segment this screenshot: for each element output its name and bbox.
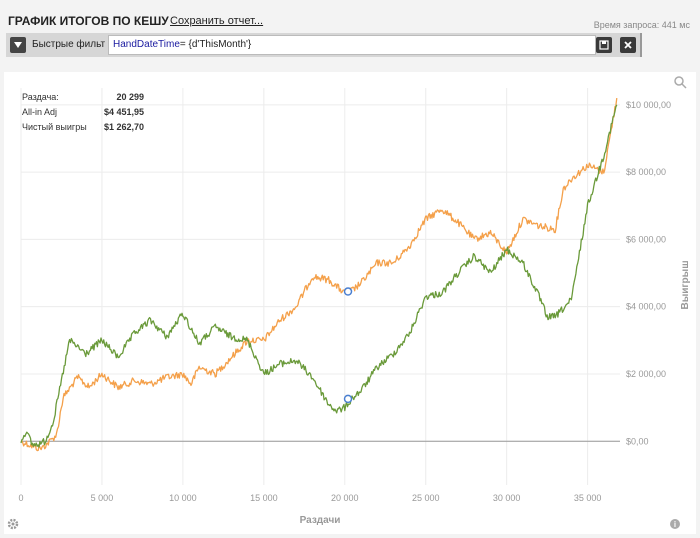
zoom-icon[interactable] <box>674 76 687 89</box>
y-tick-label: $2 000,00 <box>626 369 666 379</box>
y-tick-label: $0,00 <box>626 436 649 446</box>
x-tick-label: 10 000 <box>169 493 197 503</box>
summary-row: Раздача: 20 299 <box>22 92 144 102</box>
header: ГРАФИК ИТОГОВ ПО КЕШУ Сохранить отчет...… <box>0 0 700 32</box>
close-icon <box>624 41 632 49</box>
x-tick-label: 15 000 <box>250 493 278 503</box>
x-tick-label: 35 000 <box>574 493 602 503</box>
y-tick-label: $8 000,00 <box>626 167 666 177</box>
marker-layer <box>343 287 353 404</box>
filter-value: {d'ThisMonth'} <box>188 39 252 50</box>
filter-expression-input[interactable]: HandDateTime= {d'ThisMonth'} <box>108 35 596 55</box>
quick-filter-bar: Быстрые фильт HandDateTime= {d'ThisMonth… <box>6 33 642 57</box>
summary-box: Раздача: 20 299 All-in Adj $4 451,95 Чисты… <box>22 90 144 135</box>
x-tick-label: 30 000 <box>493 493 521 503</box>
save-report-link[interactable]: Сохранить отчет... <box>170 15 264 27</box>
x-tick-label: 5 000 <box>91 493 114 503</box>
request-time: Время запроса: 441 мс <box>593 20 690 30</box>
x-tick-label: 20 000 <box>331 493 359 503</box>
filter-operator: = <box>179 39 189 50</box>
clear-filter-button[interactable] <box>620 37 636 53</box>
x-tick-label: 0 <box>18 493 23 503</box>
series-layer <box>20 98 618 452</box>
chart-grid <box>20 88 620 485</box>
hover-marker <box>343 394 353 404</box>
summary-row: All-in Adj $4 451,95 <box>22 107 144 117</box>
gear-icon[interactable] <box>7 518 19 530</box>
x-axis-label: Раздачи <box>300 515 341 526</box>
chart-panel <box>4 72 696 534</box>
summary-row: Чистый выигры $1 262,70 <box>22 122 144 132</box>
y-axis-label: Выигрыш <box>680 260 691 309</box>
y-tick-label: $6 000,00 <box>626 234 666 244</box>
svg-text:i: i <box>674 520 676 529</box>
floppy-icon <box>599 40 609 50</box>
x-axis-ticks: 0 5 000 10 000 15 000 20 000 25 000 30 000 35 0… <box>18 493 601 503</box>
info-icon[interactable]: i <box>670 519 680 529</box>
quick-filter-label: Быстрые фильт <box>32 39 106 50</box>
filter-field: HandDateTime <box>113 39 180 50</box>
y-tick-label: $4 000,00 <box>626 302 666 312</box>
hover-marker <box>343 287 353 296</box>
series-line-2 <box>20 104 618 448</box>
filter-icon[interactable] <box>10 37 26 53</box>
save-filter-button[interactable] <box>596 37 612 53</box>
y-tick-label: $10 000,00 <box>626 100 671 110</box>
page-title: ГРАФИК ИТОГОВ ПО КЕШУ <box>8 14 169 28</box>
series-line-1 <box>20 98 618 452</box>
x-tick-label: 25 000 <box>412 493 440 503</box>
y-axis-ticks: $0,00 $2 000,00 $4 000,00 $6 000,00 $8 000,0… <box>626 100 671 446</box>
